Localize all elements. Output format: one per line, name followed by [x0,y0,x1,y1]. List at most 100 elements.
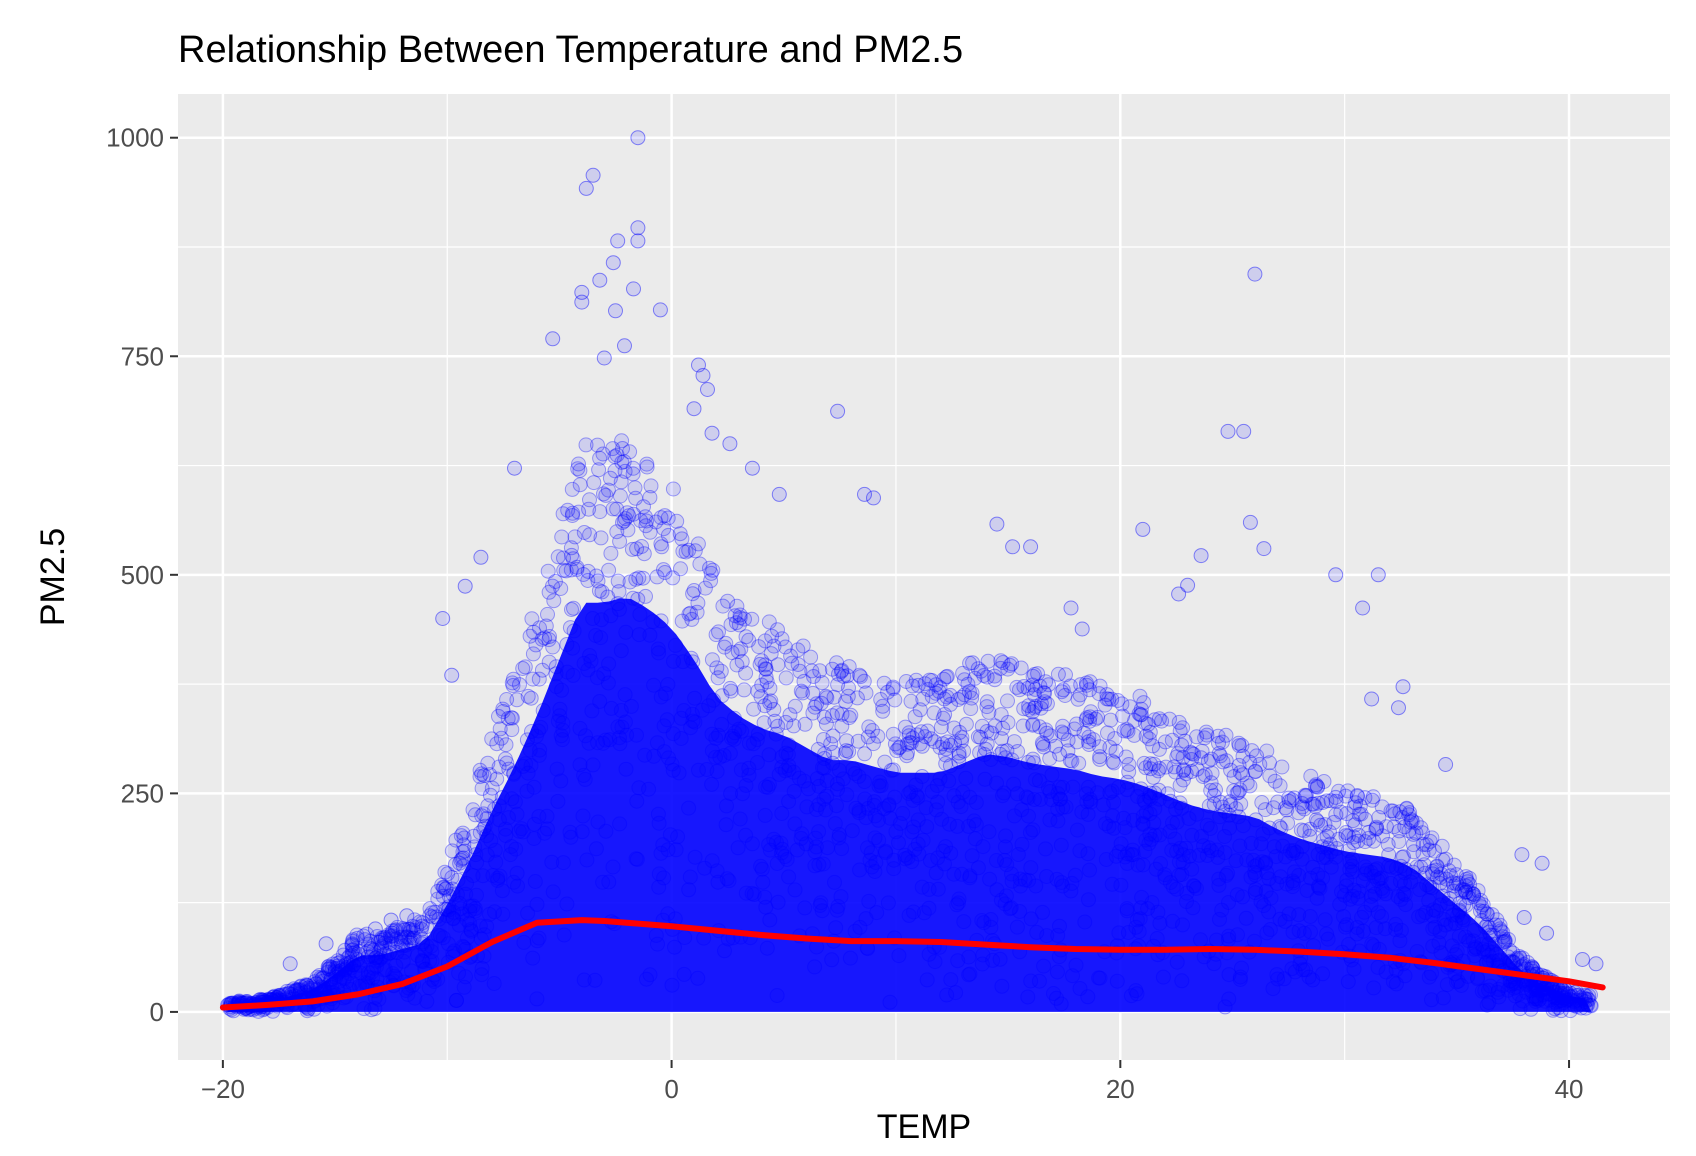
scatter-point [1175,720,1191,736]
scatter-point [651,645,667,661]
scatter-point [843,707,859,723]
scatter-point [1458,898,1474,913]
scatter-point [973,729,988,745]
scatter-point [1443,868,1458,884]
scatter-point [1113,836,1129,852]
scatter-point [1568,988,1584,1003]
scatter-point [1199,817,1215,833]
scatter-point [334,962,350,978]
scatter-point [339,974,355,990]
scatter-point [830,677,846,693]
scatter-point [607,449,623,465]
scatter-point [331,964,347,979]
scatter-point [901,786,917,801]
scatter-point [1355,923,1371,939]
scatter-point [1104,876,1120,892]
scatter-point [1383,875,1399,891]
scatter-point [886,861,902,877]
scatter-point [1120,925,1136,940]
scatter-point [1058,667,1073,683]
scatter-point [993,892,1009,908]
scatter-point [831,762,847,778]
scatter-point [1403,812,1419,828]
scatter-point [757,889,773,905]
scatter-point [942,687,958,703]
scatter-point [1178,840,1194,856]
scatter-point [1490,984,1506,1000]
scatter-point [727,725,743,741]
scatter-point [531,671,547,687]
scatter-point [1509,952,1525,968]
scatter-point [313,970,329,986]
scatter-point [628,851,644,867]
scatter-point [1414,907,1430,923]
scatter-point [714,716,730,732]
scatter-point [1133,900,1149,916]
scatter-point [872,774,888,790]
scatter-point [1088,711,1103,727]
scatter-point [544,854,560,870]
scatter-point [1176,762,1192,778]
scatter-point [1098,852,1114,867]
scatter-point [1079,677,1095,693]
scatter-point [613,703,629,718]
scatter-point [741,632,757,648]
scatter-point [1184,746,1200,761]
scatter-point [656,870,672,886]
scatter-point [908,777,924,793]
scatter-point [1212,809,1228,825]
scatter-point [1211,735,1226,751]
scatter-point [1238,910,1254,926]
scatter-point [523,758,539,773]
scatter-point [665,481,681,497]
outlier-point [1242,514,1258,530]
scatter-point [601,562,617,578]
scatter-point [1449,943,1465,959]
scatter-point [910,790,926,805]
scatter-point [1424,992,1439,1008]
scatter-point [813,895,829,911]
scatter-point [1131,924,1147,939]
scatter-point [1151,741,1167,757]
scatter-point [1052,918,1067,934]
scatter-point [961,818,977,834]
scatter-point [622,444,638,460]
scatter-point [1262,755,1277,771]
scatter-point [1259,865,1275,881]
scatter-point [972,745,988,761]
scatter-point [363,1002,379,1018]
scatter-point [1274,759,1290,775]
scatter-point [1038,674,1054,690]
scatter-point [414,953,430,969]
outlier-point [866,490,881,506]
scatter-point [1562,1003,1578,1019]
scatter-point [999,857,1015,873]
scatter-point [431,911,447,927]
scatter-point [1349,920,1365,935]
scatter-point [1218,727,1234,743]
scatter-point [639,459,655,475]
scatter-point [1242,778,1258,794]
scatter-point [1202,821,1218,836]
scatter-point [684,706,700,722]
scatter-point [729,657,745,673]
scatter-point [487,904,502,920]
scatter-point [1127,713,1143,728]
scatter-point [1083,704,1099,720]
scatter-point [374,941,389,956]
scatter-point [922,853,938,868]
scatter-point [1247,858,1263,874]
scatter-point [1119,903,1135,919]
scatter-point [725,728,741,744]
scatter-point [741,760,757,776]
scatter-point [1025,717,1041,733]
scatter-point [422,908,438,924]
scatter-point [1026,667,1042,682]
scatter-point [614,454,630,470]
scatter-point [807,959,823,975]
scatter-point [704,726,720,742]
outlier-point [578,180,594,196]
scatter-point [1583,997,1598,1013]
scatter-point [1512,1001,1528,1017]
scatter-point [1025,822,1041,838]
